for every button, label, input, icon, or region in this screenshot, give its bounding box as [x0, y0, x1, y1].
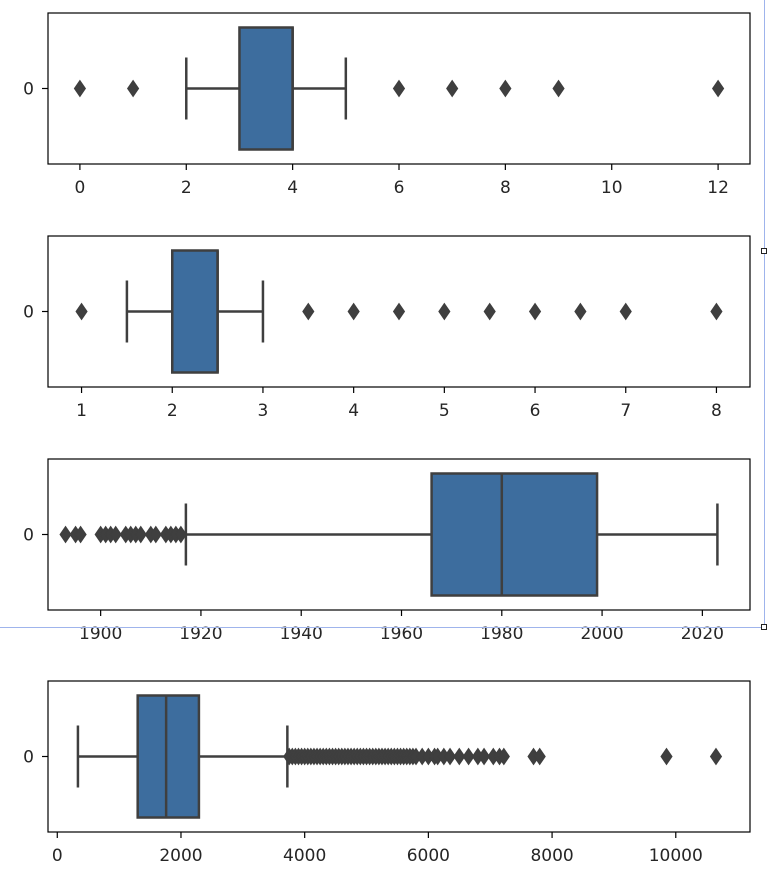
outlier-point — [453, 747, 466, 766]
x-tick-label: 8 — [500, 178, 511, 198]
iqr-box — [136, 694, 201, 819]
outlier-point — [438, 302, 451, 321]
iqr-box — [430, 472, 599, 597]
outlier-point — [709, 747, 723, 766]
outlier-point — [174, 525, 187, 544]
x-tick-label: 1980 — [480, 624, 523, 644]
x-tick-label: 2000 — [159, 846, 202, 866]
y-tick-label: 0 — [23, 748, 34, 768]
x-tick-label: 1900 — [79, 624, 122, 644]
outlier-point — [347, 302, 360, 321]
selection-border-bottom — [0, 627, 764, 628]
x-tick-label: 2 — [167, 401, 178, 421]
outlier-point — [497, 747, 510, 766]
outlier-point — [74, 525, 87, 544]
x-tick-label: 10000 — [649, 846, 703, 866]
x-tick-label: 1960 — [380, 624, 423, 644]
x-tick-label: 1940 — [280, 624, 323, 644]
x-tick-label: 0 — [74, 178, 85, 198]
outlier-point — [392, 79, 406, 98]
x-tick-label: 4000 — [283, 846, 326, 866]
x-tick-label: 2 — [181, 178, 192, 198]
outlier-point — [710, 302, 723, 321]
x-tick-label: 12 — [707, 178, 729, 198]
resize-handle-right[interactable] — [761, 248, 767, 254]
x-tick-label: 1 — [76, 401, 87, 421]
x-tick-label: 2000 — [580, 624, 623, 644]
outlier-point — [109, 525, 122, 544]
iqr-box — [171, 249, 219, 374]
x-tick-label: 6 — [394, 178, 405, 198]
x-tick-label: 4 — [348, 401, 359, 421]
y-tick-label: 0 — [23, 303, 34, 323]
outlier-point — [552, 79, 565, 98]
boxplot-panel-1: 0 2 4 6 8 10 12 0 — [23, 12, 751, 198]
x-tick-label: 3 — [258, 401, 269, 421]
outlier-point — [499, 79, 512, 98]
outlier-point — [59, 525, 72, 544]
iqr-box — [238, 26, 294, 151]
boxplot-panel-2: 1 2 3 4 5 6 7 8 0 — [23, 235, 751, 421]
y-tick-label: 0 — [23, 526, 34, 546]
x-tick-label: 6000 — [407, 846, 450, 866]
outlier-point — [443, 747, 457, 766]
x-tick-label: 2020 — [681, 624, 724, 644]
x-tick-label: 4 — [287, 178, 298, 198]
outlier-point — [75, 302, 88, 321]
x-tick-label: 8000 — [530, 846, 573, 866]
x-tick-label: 0 — [52, 846, 63, 866]
outlier-point — [619, 302, 632, 321]
y-tick-label: 0 — [23, 80, 34, 100]
outlier-point — [528, 302, 542, 321]
outlier-point — [711, 79, 725, 98]
x-tick-label: 7 — [620, 401, 631, 421]
selection-border-right — [764, 0, 765, 628]
x-tick-label: 1920 — [179, 624, 222, 644]
x-tick-label: 6 — [530, 401, 541, 421]
outlier-point — [533, 747, 546, 766]
outlier-point — [126, 79, 140, 98]
outlier-point — [446, 79, 459, 98]
outlier-point — [660, 747, 673, 766]
outlier-point — [462, 747, 475, 766]
outlier-point — [73, 79, 87, 98]
outlier-point — [134, 525, 147, 544]
resize-handle-corner[interactable] — [761, 624, 767, 630]
outlier-point — [392, 302, 406, 321]
x-tick-label: 10 — [601, 178, 623, 198]
boxplot-panel-4: 0 2000 4000 6000 8000 10000 0 — [23, 680, 751, 866]
outlier-point — [483, 302, 496, 321]
x-tick-label: 5 — [439, 401, 450, 421]
outlier-point — [574, 302, 587, 321]
outlier-point — [302, 302, 315, 321]
outlier-point — [149, 525, 162, 544]
outlier-point — [477, 747, 491, 766]
boxplot-panel-3: 1900 1920 1940 1960 1980 2000 2020 0 — [23, 458, 751, 644]
x-tick-label: 8 — [711, 401, 722, 421]
